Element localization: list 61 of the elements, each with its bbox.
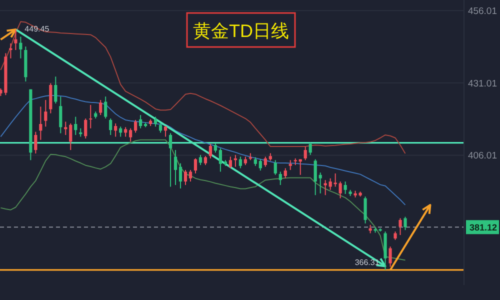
candlestick — [324, 180, 327, 196]
candlestick — [54, 76, 58, 104]
candlestick — [328, 178, 332, 190]
candlestick — [288, 160, 292, 170]
candlestick — [59, 96, 62, 134]
candlestick — [194, 158, 198, 174]
candlestick — [168, 132, 172, 188]
candlestick — [158, 122, 162, 134]
candlestick — [208, 143, 212, 159]
candlestick — [114, 122, 118, 138]
candlestick — [184, 169, 188, 186]
candlestick — [388, 246, 392, 268]
candlestick — [274, 160, 277, 176]
candlestick — [214, 142, 218, 154]
candlestick — [154, 116, 158, 128]
y-tick-label: 406.01 — [468, 150, 497, 162]
candlestick — [104, 96, 108, 120]
candlestick — [14, 29, 18, 51]
candlestick — [304, 146, 307, 161]
candlestick — [318, 172, 322, 194]
candlestick — [109, 118, 112, 136]
candlestick — [364, 196, 367, 224]
candlestick — [84, 118, 88, 139]
candlestick — [19, 36, 22, 59]
line-series — [0, 21, 406, 154]
candlestick — [198, 154, 202, 166]
candlestick — [334, 172, 337, 188]
candlestick — [174, 150, 178, 186]
candlestick — [264, 156, 267, 168]
annotation: 366.31 — [354, 258, 380, 267]
y-tick-label: 431.01 — [468, 78, 497, 90]
candlestick — [344, 181, 347, 194]
candlestick — [69, 122, 72, 151]
ref-line-label: 381.12 — [469, 222, 497, 233]
candlestick — [398, 218, 402, 236]
y-tick-label: 456.01 — [468, 6, 497, 18]
candlestick — [34, 131, 38, 154]
candlestick — [188, 169, 192, 182]
candlestick — [218, 148, 222, 172]
candlestick — [139, 114, 142, 129]
candlestick — [99, 100, 102, 116]
candlestick — [278, 171, 282, 186]
candlestick — [338, 181, 342, 199]
candlestick — [74, 116, 78, 136]
candlestick — [124, 126, 128, 138]
candlestick — [164, 126, 168, 138]
candlestick — [284, 168, 287, 179]
candlestick — [308, 142, 312, 156]
candlestick — [134, 119, 138, 134]
candlestick — [178, 162, 182, 189]
candlestick — [228, 156, 232, 169]
candlestick — [39, 106, 42, 140]
candlestick — [404, 216, 407, 231]
candlestick — [238, 156, 242, 169]
candlestick — [258, 158, 262, 172]
candlestick — [64, 121, 68, 136]
candlestick — [44, 100, 48, 128]
candlestick — [129, 128, 132, 142]
candlestick — [314, 158, 317, 196]
text: 黄金TD日线 — [193, 21, 289, 41]
candlestick — [89, 104, 92, 129]
